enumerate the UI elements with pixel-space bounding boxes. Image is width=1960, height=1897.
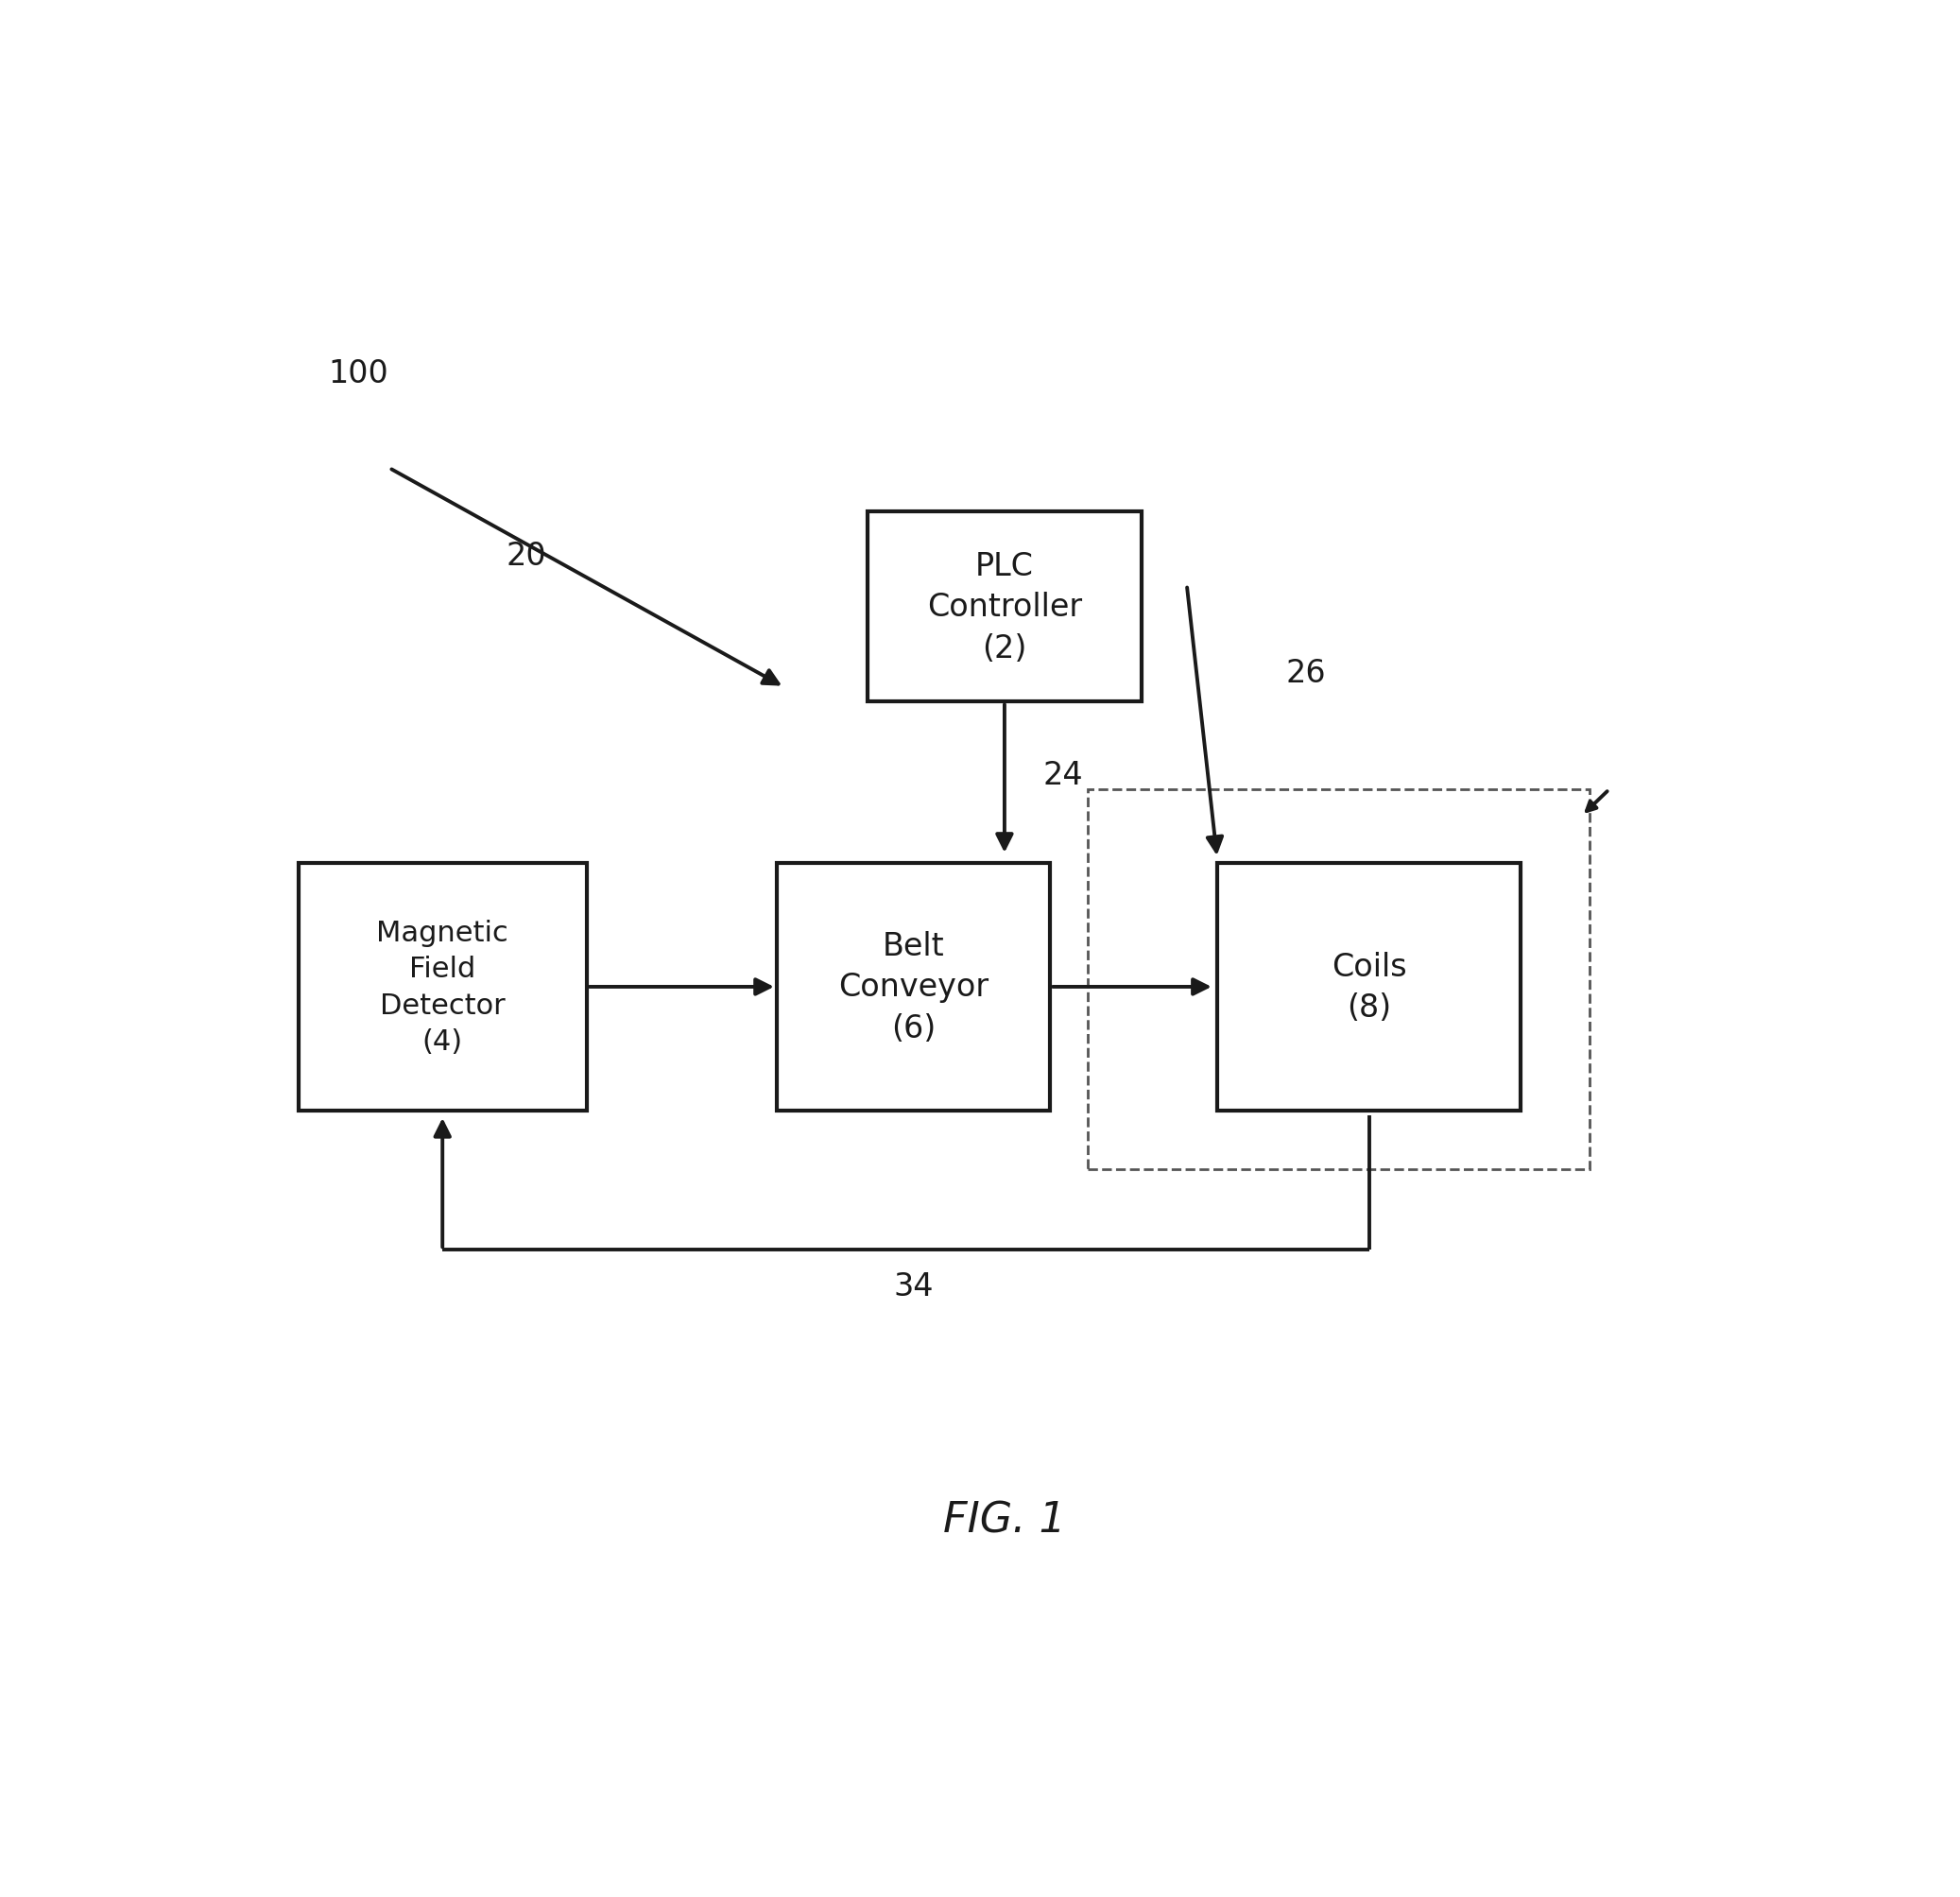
Text: 26: 26 — [1286, 658, 1325, 689]
Bar — [868, 512, 1141, 702]
Text: FIG. 1: FIG. 1 — [943, 1501, 1066, 1540]
Bar — [298, 863, 586, 1112]
Text: Belt
Conveyor
(6): Belt Conveyor (6) — [839, 931, 988, 1043]
Bar — [1217, 863, 1521, 1112]
Text: 24: 24 — [1043, 761, 1082, 791]
Text: Coils
(8): Coils (8) — [1331, 950, 1407, 1022]
Text: 100: 100 — [329, 359, 388, 389]
Text: 20: 20 — [506, 541, 547, 571]
Bar — [1088, 789, 1590, 1170]
Bar — [776, 863, 1051, 1112]
Text: Magnetic
Field
Detector
(4): Magnetic Field Detector (4) — [376, 920, 508, 1055]
Text: 34: 34 — [894, 1271, 933, 1301]
Text: PLC
Controller
(2): PLC Controller (2) — [927, 550, 1082, 664]
